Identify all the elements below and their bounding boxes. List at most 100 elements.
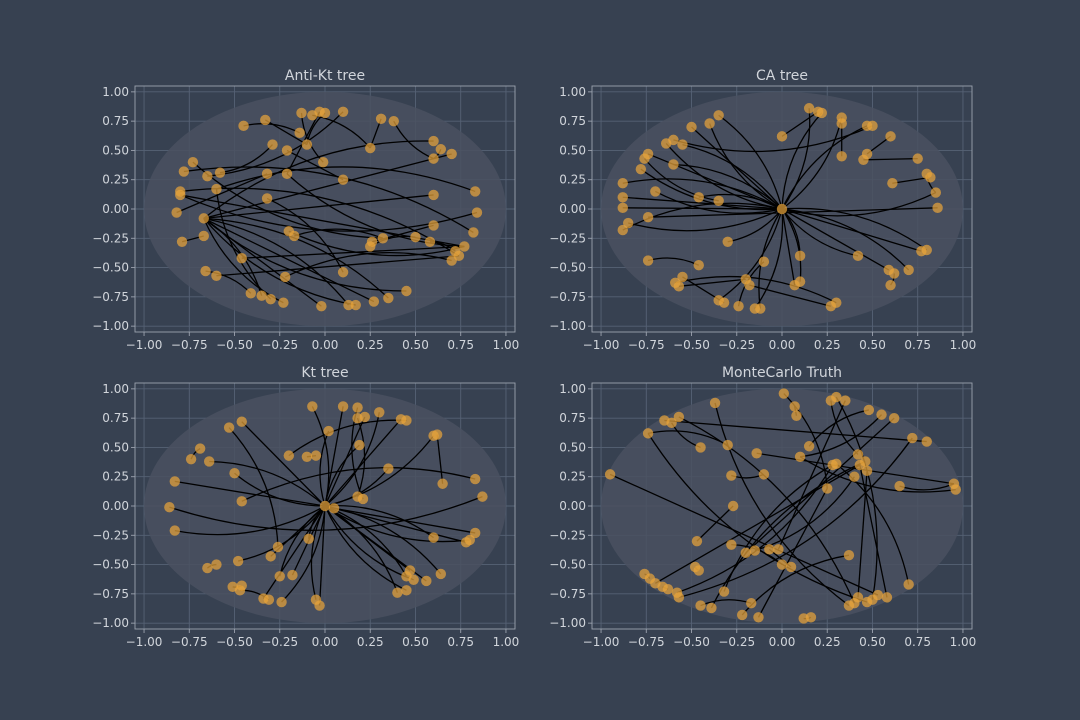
particle-node bbox=[178, 166, 190, 177]
particle-node bbox=[888, 268, 900, 279]
particle-node bbox=[867, 120, 878, 132]
tree-edge bbox=[718, 208, 783, 301]
y-tick-label: 0.50 bbox=[102, 440, 129, 454]
particle-node bbox=[673, 281, 685, 292]
particle-node bbox=[881, 592, 893, 603]
particle-node bbox=[267, 139, 278, 150]
particle-node bbox=[214, 167, 226, 178]
particle-node bbox=[863, 404, 875, 416]
tree-edge bbox=[781, 208, 796, 286]
tree-edge bbox=[781, 208, 910, 271]
particle-node bbox=[428, 220, 439, 231]
tree-edge bbox=[647, 430, 729, 446]
particle-node bbox=[281, 168, 293, 180]
particle-node bbox=[677, 271, 688, 283]
y-tick-label: −0.25 bbox=[92, 528, 129, 542]
particle-node bbox=[695, 442, 706, 453]
particle-node bbox=[236, 416, 247, 427]
particle-node bbox=[421, 575, 432, 587]
particle-node bbox=[718, 297, 730, 308]
tree-edge bbox=[324, 444, 360, 507]
tree-edge bbox=[647, 433, 868, 603]
y-tick-label: 0.50 bbox=[559, 143, 586, 157]
particle-node bbox=[469, 186, 481, 197]
particle-node bbox=[776, 131, 788, 142]
panel-title: CA tree bbox=[756, 68, 808, 84]
y-tick-label: 0.00 bbox=[559, 499, 586, 513]
tree-edge bbox=[676, 464, 834, 594]
particle-node bbox=[185, 453, 197, 465]
particle-node bbox=[642, 255, 654, 266]
particle-node bbox=[755, 303, 766, 314]
particle-node bbox=[660, 138, 672, 149]
particle-node bbox=[925, 172, 936, 183]
y-tick-label: −0.75 bbox=[549, 587, 586, 601]
particle-node bbox=[477, 491, 488, 502]
x-tick-label: 1.00 bbox=[950, 338, 977, 352]
particle-node bbox=[785, 561, 797, 573]
particle-node bbox=[446, 148, 457, 160]
particle-node bbox=[203, 456, 215, 467]
tree-edge bbox=[756, 452, 955, 485]
particle-node bbox=[921, 436, 932, 447]
particle-node bbox=[894, 480, 905, 492]
particle-node bbox=[903, 579, 914, 590]
particle-node bbox=[704, 118, 715, 129]
tree-edge bbox=[294, 228, 384, 239]
particle-node bbox=[236, 580, 247, 591]
x-tick-label: −0.75 bbox=[628, 635, 665, 649]
particle-node bbox=[852, 592, 864, 603]
particle-node bbox=[202, 562, 213, 574]
particle-node bbox=[198, 230, 209, 242]
particle-node bbox=[428, 532, 439, 543]
y-tick-label: 1.00 bbox=[102, 85, 129, 99]
tree-edge bbox=[859, 464, 888, 598]
x-tick-label: 0.25 bbox=[814, 635, 841, 649]
x-tick-label: 0.00 bbox=[769, 338, 796, 352]
particle-node bbox=[622, 217, 634, 229]
particle-node bbox=[722, 439, 733, 451]
particle-node bbox=[872, 589, 884, 601]
y-tick-label: −1.00 bbox=[92, 319, 129, 333]
particle-node bbox=[211, 270, 222, 281]
panel-anti-kt-tree: −1.00 −0.75 −0.50 −0.25 0.00 0.25 0.50 0.75 1.00… bbox=[92, 68, 519, 352]
tree-edge bbox=[781, 207, 928, 251]
tree-edge bbox=[203, 140, 434, 219]
particle-node bbox=[791, 410, 802, 421]
x-tick-label: 0.75 bbox=[447, 635, 474, 649]
particle-node bbox=[617, 178, 628, 189]
tree-edge bbox=[675, 275, 837, 304]
particle-node bbox=[736, 609, 748, 621]
particle-node bbox=[885, 131, 896, 142]
particle-node bbox=[650, 186, 661, 197]
particle-node bbox=[758, 469, 770, 480]
y-tick-label: 0.50 bbox=[559, 440, 586, 454]
particle-node bbox=[617, 192, 628, 203]
particle-node bbox=[307, 401, 318, 412]
x-tick-label: −0.25 bbox=[718, 635, 755, 649]
panel-ca-tree: −1.00 −0.75 −0.50 −0.25 0.00 0.25 0.50 0.75 1.00… bbox=[549, 68, 976, 352]
y-tick-label: 0.75 bbox=[559, 114, 586, 128]
particle-node bbox=[428, 153, 439, 164]
x-tick-label: −0.75 bbox=[171, 338, 208, 352]
particle-node bbox=[907, 432, 918, 444]
panel-kt-tree: −1.00 −0.75 −0.50 −0.25 0.00 0.25 0.50 0.75 1.00… bbox=[92, 365, 519, 649]
particle-node bbox=[713, 110, 724, 121]
particle-node bbox=[778, 388, 790, 399]
tree-edge bbox=[216, 255, 459, 277]
y-tick-label: 1.00 bbox=[559, 382, 586, 396]
particle-node bbox=[691, 535, 703, 547]
particle-node bbox=[408, 574, 419, 585]
tree-edge bbox=[655, 190, 783, 214]
particle-node bbox=[673, 592, 685, 603]
x-tick-label: −1.00 bbox=[126, 635, 163, 649]
particle-node bbox=[211, 559, 222, 570]
panel-title: MonteCarlo Truth bbox=[722, 365, 842, 381]
particle-node bbox=[392, 587, 403, 598]
particle-node bbox=[281, 145, 293, 156]
tree-edge bbox=[628, 208, 783, 232]
particle-node bbox=[849, 471, 860, 482]
tree-edge bbox=[781, 112, 823, 210]
particle-node bbox=[459, 241, 470, 252]
particle-node bbox=[822, 483, 833, 494]
